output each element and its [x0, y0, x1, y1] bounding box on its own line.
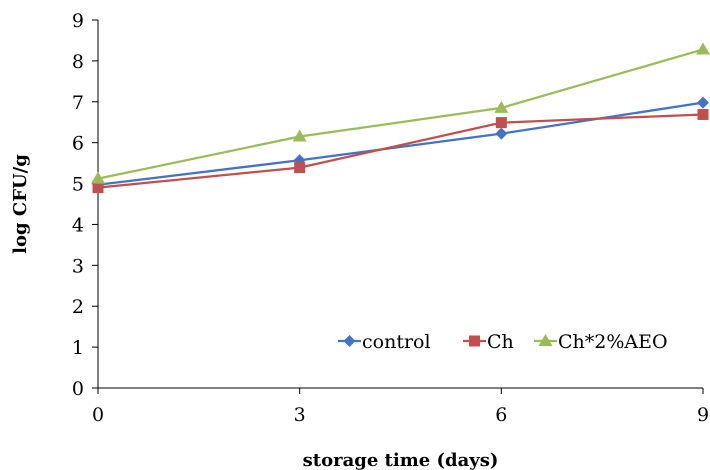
y-tick-label: 1	[72, 337, 84, 359]
y-tick-label: 7	[72, 92, 84, 114]
x-axis-title: storage time (days)	[303, 450, 499, 470]
series-line	[97, 48, 704, 180]
data-point	[697, 96, 709, 109]
legend-swatch-marker	[343, 335, 356, 347]
data-point	[92, 182, 104, 194]
data-point	[697, 108, 709, 120]
data-point	[292, 129, 307, 142]
y-tick-label: 5	[72, 174, 84, 196]
x-tick-label: 0	[92, 404, 104, 426]
series-Ch*2%AEO	[91, 42, 710, 184]
series-Ch	[92, 108, 709, 194]
y-tick-label: 9	[72, 10, 84, 32]
y-tick-label: 8	[72, 51, 84, 73]
y-axis-title: log CFU/g	[10, 154, 31, 254]
legend-label: control	[362, 331, 431, 353]
data-point	[696, 42, 710, 55]
legend-item: Ch*2%AEO	[534, 331, 668, 353]
y-tick-label: 0	[72, 378, 84, 400]
data-point	[91, 171, 105, 184]
y-tick-label: 4	[72, 214, 84, 236]
x-tick-label: 6	[495, 404, 507, 426]
y-tick-label: 3	[72, 255, 84, 277]
legend-swatch-marker	[469, 335, 480, 347]
series-control	[92, 96, 709, 191]
x-tick-label: 9	[697, 404, 709, 426]
y-tick-label: 6	[72, 133, 84, 155]
data-point	[495, 127, 508, 140]
data-point	[495, 117, 507, 129]
data-point	[494, 100, 509, 113]
x-ticks: 0 3 6 9	[92, 388, 709, 426]
legend: control Ch Ch*2%AEO	[338, 331, 668, 353]
y-tick-label: 2	[72, 296, 84, 318]
x-tick-label: 3	[294, 404, 306, 426]
legend-item: Ch	[463, 331, 514, 353]
y-ticks: 0 1 2 3 4 5 6 7 8 9	[72, 10, 98, 400]
legend-label: Ch	[487, 331, 514, 353]
data-point	[294, 162, 306, 174]
legend-swatch-marker	[538, 334, 553, 346]
series-line	[97, 101, 704, 186]
series-line	[97, 113, 704, 189]
legend-label: Ch*2%AEO	[558, 331, 668, 353]
axes	[97, 20, 703, 389]
series-layer	[91, 42, 710, 194]
legend-item: control	[338, 331, 431, 353]
